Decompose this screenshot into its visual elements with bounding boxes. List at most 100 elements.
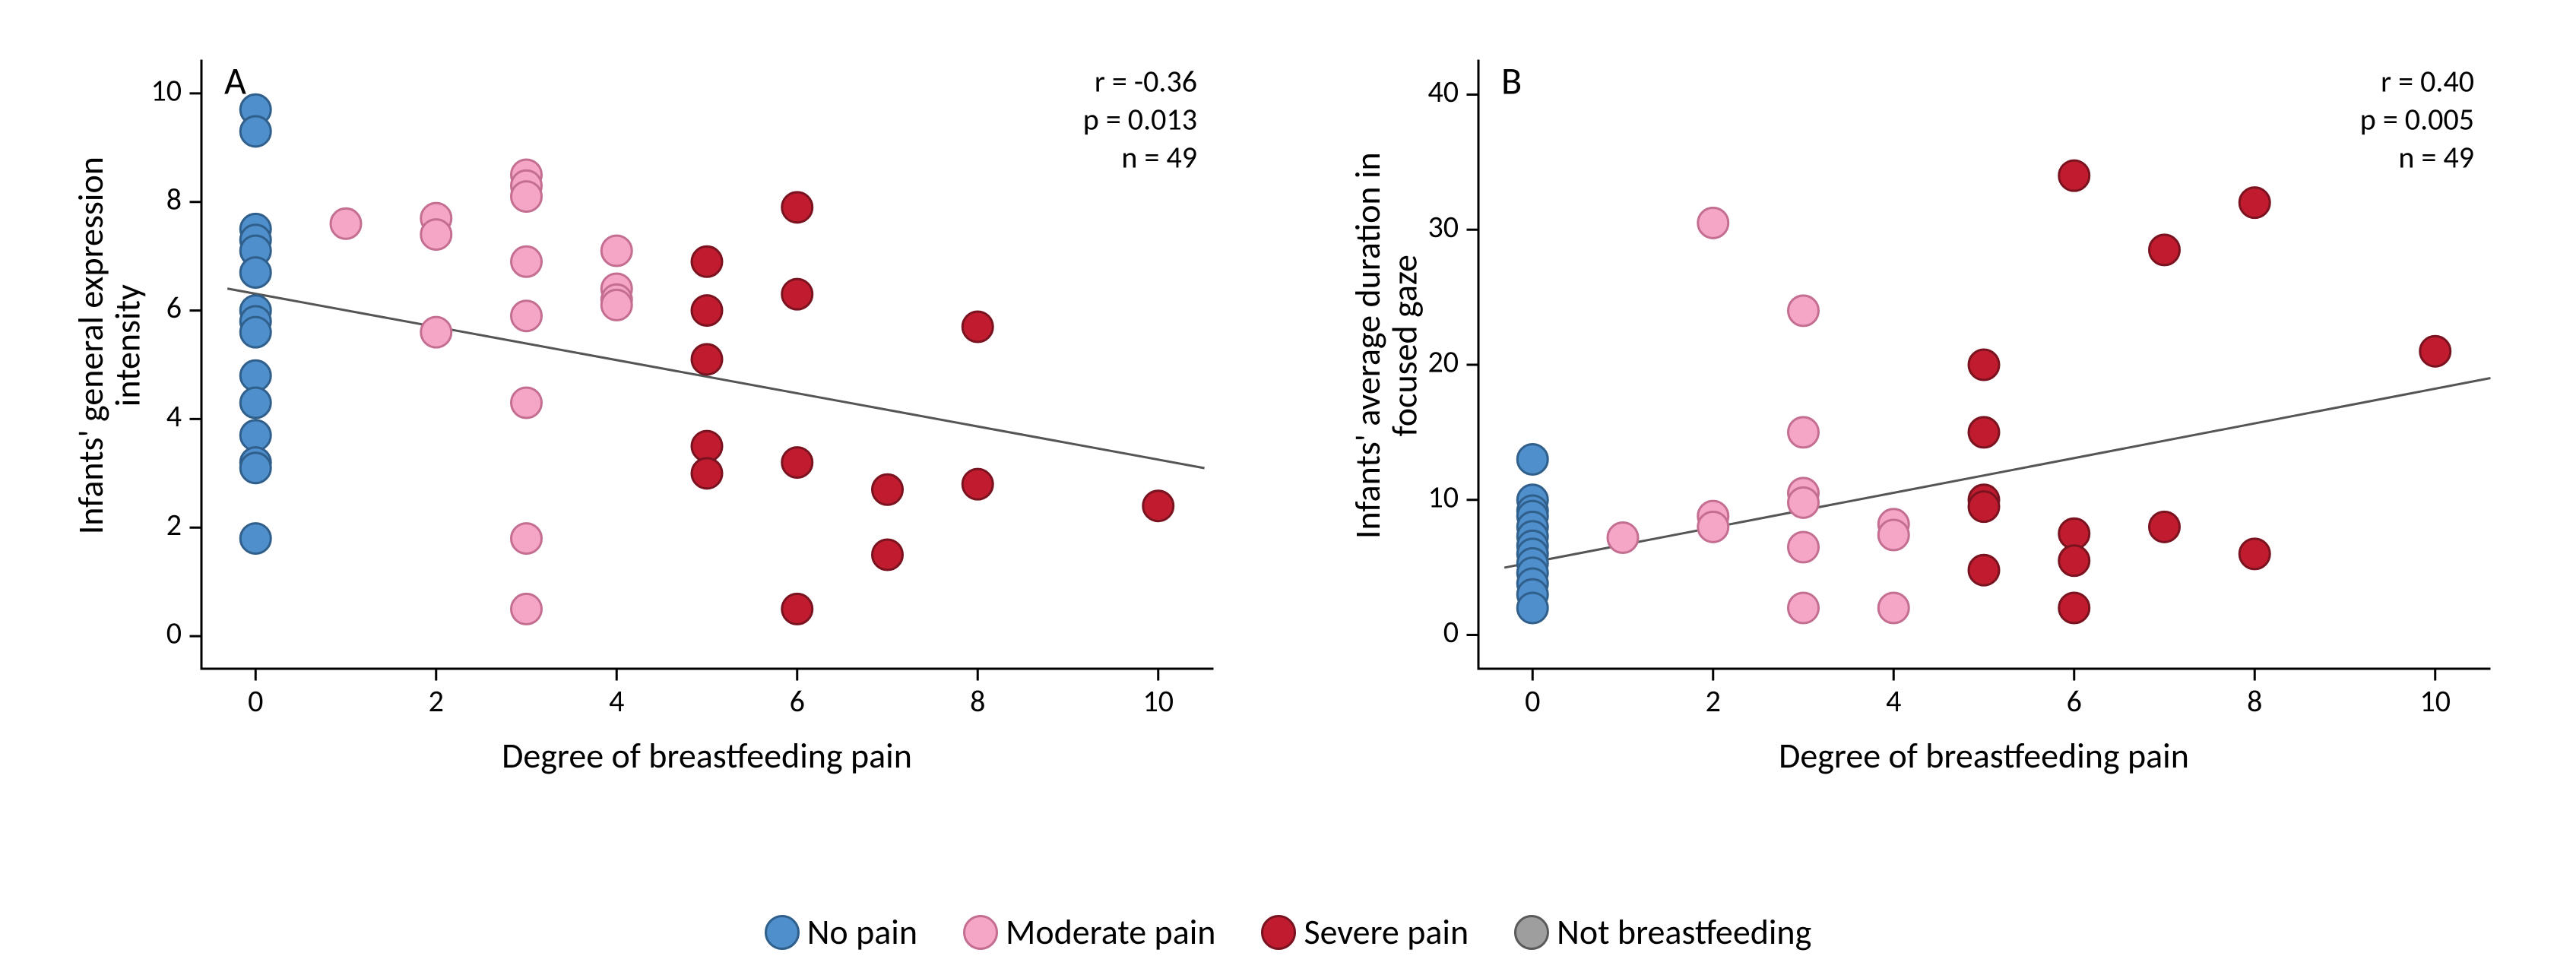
panel-b-xtick-5: 10 — [2419, 682, 2451, 720]
panel-b-point-29 — [1969, 492, 1999, 522]
panel-a-point-5 — [240, 258, 271, 288]
panel-a-svg: 02468100246810Degree of breastfeeding pa… — [57, 15, 1243, 813]
panel-a-point-24 — [511, 388, 541, 418]
legend-swatch-not-bf — [1514, 915, 1549, 950]
panel-b-point-12 — [1517, 593, 1548, 623]
panel-a-point-41 — [872, 540, 902, 570]
panel-a-ytick-1: 2 — [166, 506, 181, 543]
panel-a-ytick-5: 10 — [151, 71, 182, 109]
panel-a-point-26 — [511, 594, 541, 624]
panel-b-point-34 — [2058, 593, 2089, 623]
panel-a-point-18 — [420, 317, 451, 347]
panel-b-ylabel: Infants' average duration infocused gaze — [1347, 152, 1426, 539]
figure: 0 2 4 6 8 10 0 2 4 6 8 10 Degree of breastfeeding pa… — [0, 0, 2576, 975]
panel-b-point-20 — [1788, 487, 1818, 518]
panel-b-point-39 — [2419, 336, 2450, 366]
panel-a-xtick-3: 6 — [789, 682, 804, 720]
panel-b-point-31 — [2058, 160, 2089, 191]
legend-item-moderate: Moderate pain — [963, 911, 1215, 954]
panel-b-point-14 — [1697, 207, 1728, 238]
panel-b-xtick-4: 8 — [2247, 682, 2262, 720]
panel-b-point-35 — [2149, 235, 2179, 265]
panel-b-point-38 — [2239, 539, 2270, 569]
panel-a-point-38 — [781, 448, 812, 478]
panel-a-xlabel: Degree of breastfeeding pain — [502, 735, 912, 777]
panel-a-ylabel: Infants' general expressionintensity — [70, 157, 149, 534]
panel-a-ytick-2: 4 — [166, 397, 181, 435]
panel-a-point-39 — [781, 594, 812, 624]
panels-row: 0 2 4 6 8 10 0 2 4 6 8 10 Degree of breastfeeding pa… — [0, 0, 2576, 813]
panel-a-point-30 — [601, 290, 632, 320]
panel-a-ytick-0: 0 — [166, 615, 181, 652]
panel-a: 02468100246810Degree of breastfeeding pa… — [57, 15, 1243, 813]
panel-a-xtick-5: 10 — [1142, 682, 1174, 720]
panel-b-stats-0: r = 0.40 — [2381, 62, 2474, 100]
panel-a-xtick-2: 4 — [609, 682, 624, 720]
panel-a-point-21 — [511, 182, 541, 212]
panel-a-point-14 — [240, 524, 271, 554]
legend-swatch-severe — [1261, 915, 1296, 950]
panel-b-point-21 — [1788, 532, 1818, 562]
panel-a-point-23 — [511, 301, 541, 331]
panel-a-point-25 — [511, 524, 541, 554]
legend-swatch-moderate — [963, 915, 998, 950]
panel-b-point-37 — [2239, 188, 2270, 218]
panel-b-point-0 — [1517, 444, 1548, 474]
panel-b-point-32 — [2058, 518, 2089, 549]
panel-a-point-8 — [240, 317, 271, 347]
panel-b-point-36 — [2149, 511, 2179, 542]
legend-item-severe: Severe pain — [1261, 911, 1469, 954]
legend-swatch-no-pain — [765, 915, 800, 950]
panel-b-ytick-3: 30 — [1427, 208, 1459, 245]
panel-b-ytick-0: 0 — [1443, 613, 1458, 651]
panel-a-stats-0: r = -0.36 — [1094, 62, 1196, 100]
panel-a-point-42 — [962, 312, 993, 342]
panel-b-point-16 — [1697, 511, 1728, 542]
panel-a-letter: A — [224, 59, 246, 105]
panel-b-xlabel: Degree of breastfeeding pain — [1779, 735, 2189, 777]
panel-b-point-17 — [1788, 296, 1818, 326]
panel-a-point-37 — [781, 279, 812, 309]
panel-b-regression-line — [1505, 378, 2489, 568]
panel-b-stats-2: n = 49 — [2398, 138, 2474, 176]
panel-b-point-25 — [1878, 593, 1909, 623]
panel-a-point-32 — [692, 296, 722, 326]
panel-a-point-17 — [420, 220, 451, 250]
panel-a-point-36 — [781, 192, 812, 223]
panel-a-point-9 — [240, 360, 271, 391]
panel-a-point-10 — [240, 388, 271, 418]
panel-b-xtick-1: 2 — [1705, 682, 1720, 720]
panel-a-point-22 — [511, 246, 541, 277]
panel-a-point-1 — [240, 116, 271, 147]
panel-a-point-11 — [240, 420, 271, 451]
panel-b-point-18 — [1788, 417, 1818, 448]
panel-a-point-33 — [692, 344, 722, 375]
panel-a-stats-1: p = 0.013 — [1082, 100, 1196, 138]
panel-a-point-13 — [240, 453, 271, 483]
panel-a-point-40 — [872, 474, 902, 505]
panel-a-point-34 — [692, 431, 722, 461]
legend-label-moderate: Moderate pain — [1006, 911, 1215, 954]
panel-a-xtick-4: 8 — [970, 682, 985, 720]
panel-b-point-24 — [1878, 520, 1909, 550]
panel-a-point-15 — [331, 208, 361, 239]
panel-b-point-26 — [1969, 350, 1999, 380]
legend: No pain Moderate pain Severe pain Not br… — [0, 911, 2576, 954]
panel-b-point-27 — [1969, 417, 1999, 448]
panel-a-point-35 — [692, 458, 722, 489]
panel-a-point-43 — [962, 469, 993, 499]
panel-b-letter: B — [1501, 59, 1522, 105]
panel-b-stats-1: p = 0.005 — [2359, 100, 2473, 138]
panel-b-point-30 — [1969, 555, 1999, 585]
panel-a-xtick-1: 2 — [428, 682, 443, 720]
panel-a-point-27 — [601, 236, 632, 266]
panel-a-ytick-4: 8 — [166, 180, 181, 217]
legend-item-not-bf: Not breastfeeding — [1514, 911, 1811, 954]
panel-b-point-33 — [2058, 546, 2089, 576]
panel-a-ytick-3: 6 — [166, 289, 181, 326]
panel-b-xtick-3: 6 — [2066, 682, 2081, 720]
panel-b-ytick-4: 40 — [1427, 73, 1459, 110]
legend-label-severe: Severe pain — [1304, 911, 1469, 954]
panel-b-xtick-0: 0 — [1525, 682, 1540, 720]
panel-a-point-44 — [1142, 491, 1173, 521]
